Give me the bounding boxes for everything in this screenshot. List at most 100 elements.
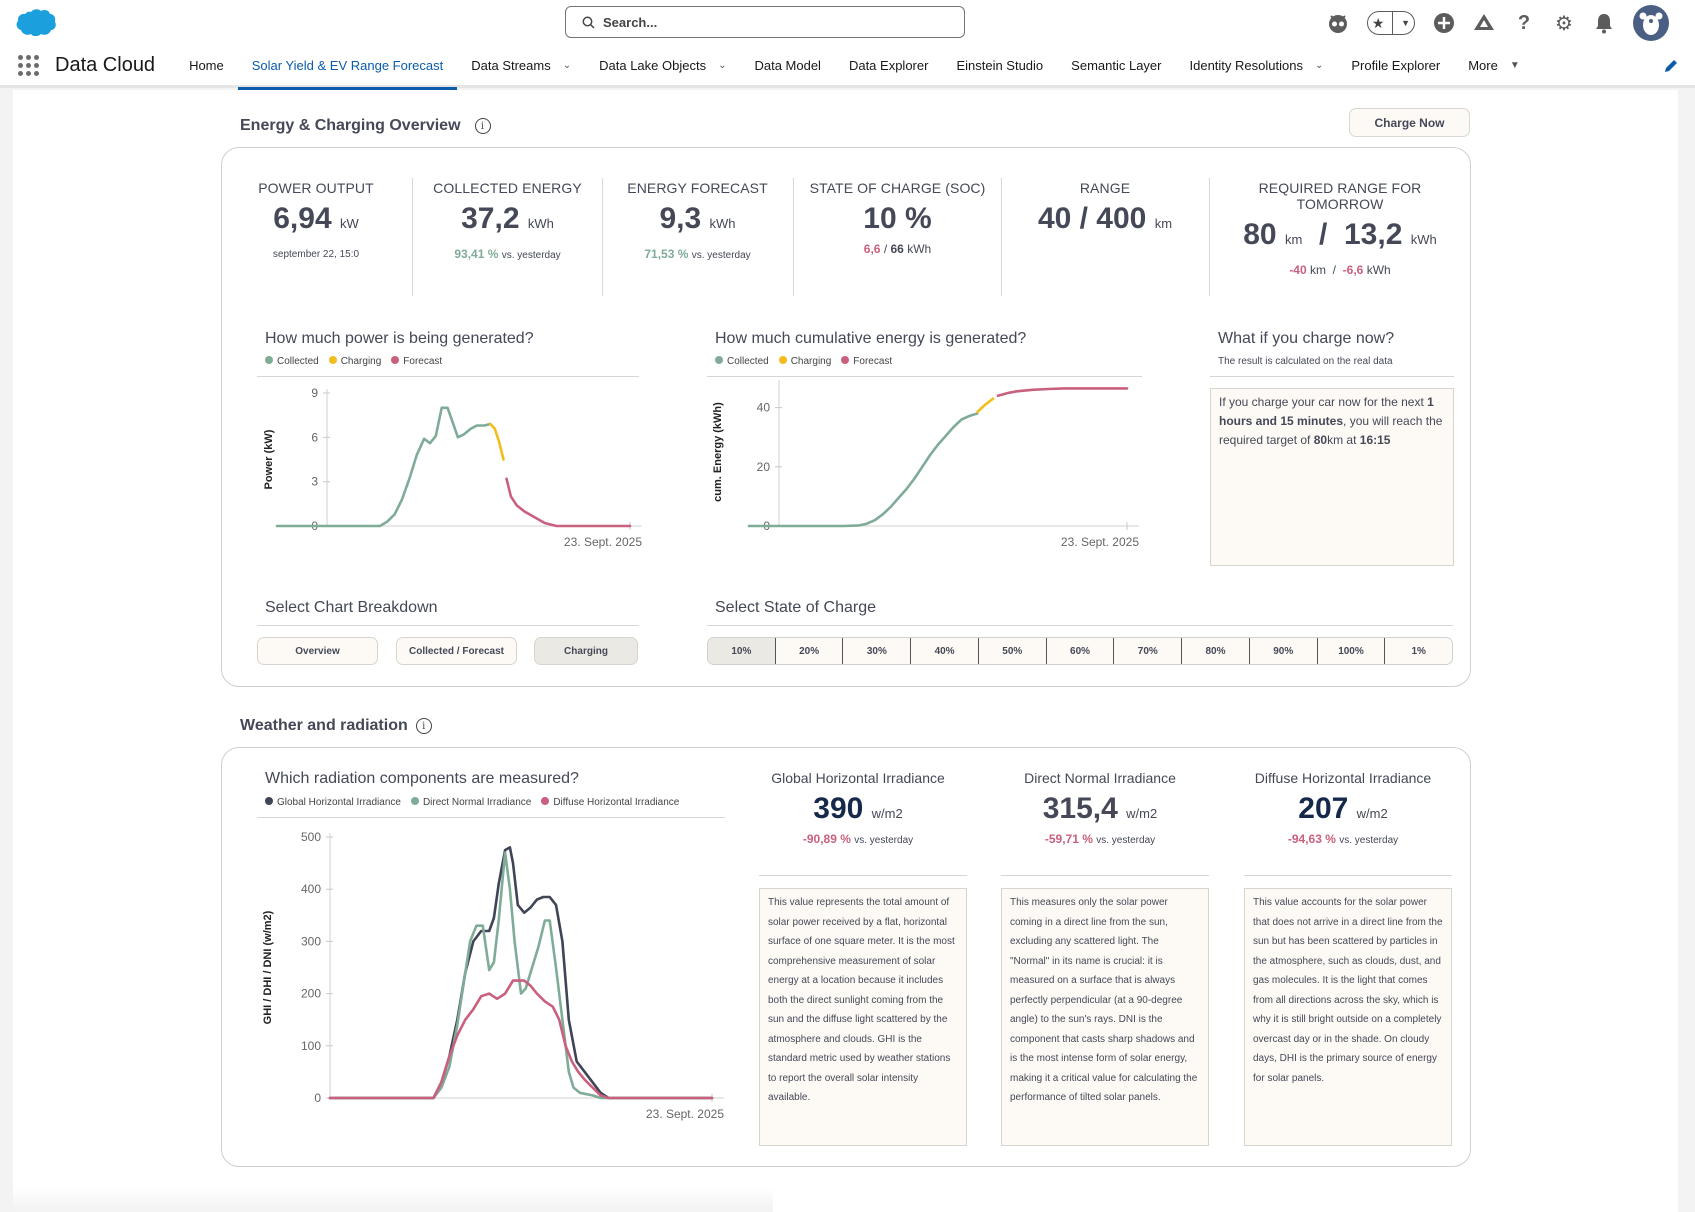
series-line-diffuse-horizontal-irradiance[interactable] (328, 979, 714, 1100)
legend-item-charging[interactable]: Charging (328, 356, 382, 367)
soc-option[interactable]: 10% (708, 638, 776, 664)
power-chart-title: How much power is being generated? (265, 330, 534, 347)
kpi-collected-energy: COLLECTED ENERGY 37,2 kWh 93,41 % vs. ye… (425, 180, 590, 261)
required-km-delta: -40 (1289, 263, 1307, 277)
breakdown-overview-button[interactable]: Overview (257, 637, 378, 665)
nav-tab-label: Solar Yield & EV Range Forecast (251, 58, 444, 73)
text: , you will reach the required target of (1219, 414, 1443, 447)
power-chart-legend: Collected Charging Forecast (265, 356, 442, 367)
chevron-down-icon[interactable]: ⌄ (718, 60, 727, 71)
energy-chart-legend: Collected Charging Forecast (715, 356, 892, 367)
legend-item-collected[interactable]: Collected (265, 356, 319, 367)
nav-tab-data-model[interactable]: Data Model (740, 45, 834, 87)
kpi-unit: km (1309, 263, 1326, 277)
notifications-icon[interactable] (1593, 12, 1615, 34)
nav-tab-label: Data Lake Objects (599, 58, 707, 73)
nav-tab-einstein-studio[interactable]: Einstein Studio (942, 45, 1057, 87)
legend-label: Charging (340, 356, 382, 367)
global-header: Search... ★ ▼ ? ⚙ (0, 0, 1695, 46)
series-line-forecast[interactable] (505, 477, 632, 528)
soc-option[interactable]: 40% (911, 638, 979, 664)
nav-tab-data-explorer[interactable]: Data Explorer (835, 45, 942, 87)
soc-option[interactable]: 60% (1047, 638, 1115, 664)
weather-section-header: Weather and radiation i (240, 717, 432, 735)
favorites-button[interactable]: ★ ▼ (1367, 11, 1415, 35)
info-icon[interactable]: i (474, 118, 491, 134)
kpi-label: ENERGY FORECAST (627, 180, 768, 196)
series-line-direct-normal-irradiance[interactable] (328, 851, 714, 1100)
kpi-compare: vs. yesterday (501, 250, 561, 261)
kpi-energy-forecast: ENERGY FORECAST 9,3 kWh 71,53 % vs. yest… (615, 180, 780, 261)
legend-label: Charging (790, 356, 832, 367)
series-line-charging[interactable] (489, 422, 505, 461)
nav-tab-semantic-layer[interactable]: Semantic Layer (1057, 45, 1175, 87)
radiation-chart-title: Which radiation components are measured? (265, 770, 579, 787)
astro-icon[interactable] (1327, 12, 1349, 34)
nav-tab-data-lake-objects[interactable]: Data Lake Objects ⌄ (585, 45, 740, 87)
footer-shadow (13, 1188, 773, 1212)
soc-option[interactable]: 80% (1182, 638, 1250, 664)
breakdown-collected-forecast-button[interactable]: Collected / Forecast (396, 637, 517, 665)
help-icon[interactable]: ? (1517, 11, 1531, 34)
legend-item-forecast[interactable]: Forecast (391, 356, 442, 367)
add-icon[interactable] (1433, 12, 1455, 34)
settings-icon[interactable]: ⚙ (1555, 12, 1573, 35)
series-line-collected[interactable] (275, 406, 492, 528)
salesforce-logo-icon[interactable] (14, 8, 56, 36)
nav-tab-solar-yield-ev-range-forecast[interactable]: Solar Yield & EV Range Forecast (237, 45, 458, 90)
nav-tab-profile-explorer[interactable]: Profile Explorer (1337, 45, 1454, 87)
global-search-input[interactable]: Search... (565, 6, 965, 38)
search-placeholder: Search... (603, 14, 658, 30)
nav-tab-label: Identity Resolutions (1189, 58, 1303, 73)
y-tick-label: 40 (757, 401, 771, 415)
app-launcher-icon[interactable] (18, 54, 40, 77)
separator: / (883, 242, 888, 256)
edit-nav-icon[interactable] (1663, 58, 1679, 74)
app-name: Data Cloud (55, 54, 156, 76)
charge-now-button[interactable]: Charge Now (1349, 108, 1470, 137)
kpi-unit: kWh (1410, 232, 1437, 247)
chevron-down-icon[interactable]: ⌄ (562, 60, 572, 71)
nav-tab-identity-resolutions[interactable]: Identity Resolutions ⌄ (1176, 45, 1338, 87)
series-line-global-horizontal-irradiance[interactable] (328, 846, 714, 1100)
required-km: 80 (1243, 218, 1277, 251)
avatar[interactable] (1633, 5, 1669, 41)
chevron-down-icon[interactable]: ⌄ (1314, 60, 1324, 71)
soc-option[interactable]: 100% (1318, 638, 1386, 664)
soc-option[interactable]: 90% (1250, 638, 1318, 664)
irradiance-compare: vs. yesterday (854, 835, 914, 846)
required-kwh: 13,2 (1344, 218, 1403, 251)
series-line-forecast[interactable] (996, 387, 1129, 398)
irradiance-title: Diffuse Horizontal Irradiance (1254, 770, 1432, 786)
divider (1244, 875, 1452, 876)
legend-item-forecast[interactable]: Forecast (841, 356, 892, 367)
info-icon[interactable]: i (415, 718, 432, 734)
soc-option[interactable]: 1% (1411, 645, 1426, 657)
nav-tab-label: Data Streams (471, 58, 551, 73)
x-tick-label: 23. Sept. 2025 (646, 1107, 724, 1121)
nav-tab-label: Data Model (754, 58, 821, 73)
soc-option[interactable]: 50% (979, 638, 1047, 664)
nav-tab-more[interactable]: More ▼ (1454, 45, 1534, 87)
kpi-required-range: REQUIRED RANGE FOR TOMORROW 80 km / 13,2… (1215, 180, 1465, 277)
nav-tab-data-streams[interactable]: Data Streams ⌄ (457, 45, 585, 87)
soc-option[interactable]: 30% (843, 638, 912, 664)
legend-label: Global Horizontal Irradiance (277, 797, 401, 808)
breakdown-charging-button[interactable]: Charging (534, 637, 638, 665)
legend-item-dni[interactable]: Direct Normal Irradiance (410, 797, 531, 808)
soc-option[interactable]: 70% (1114, 638, 1183, 664)
legend-item-collected[interactable]: Collected (715, 356, 769, 367)
legend-item-dhi[interactable]: Diffuse Horizontal Irradiance (541, 797, 679, 808)
irradiance-kpi: Global Horizontal Irradiance 390 w/m2 -9… (743, 770, 973, 846)
chevron-down-icon[interactable]: ▼ (1509, 60, 1520, 71)
kpi-unit: km (1284, 232, 1303, 247)
legend-item-charging[interactable]: Charging (778, 356, 832, 367)
target-km: 80 (1313, 433, 1328, 447)
series-line-charging[interactable] (976, 397, 995, 414)
nav-tab-home[interactable]: Home (175, 45, 238, 87)
trailhead-icon[interactable] (1473, 12, 1495, 34)
soc-option[interactable]: 20% (776, 638, 844, 664)
series-line-collected[interactable] (747, 412, 979, 528)
legend-item-ghi[interactable]: Global Horizontal Irradiance (265, 797, 401, 808)
kpi-unit: km (1154, 216, 1173, 231)
